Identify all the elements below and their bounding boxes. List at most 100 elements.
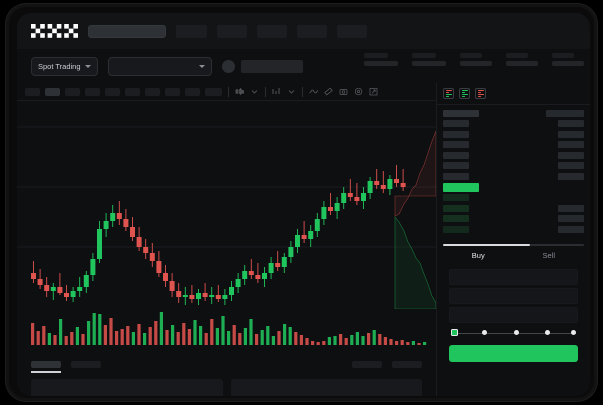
nav-item-6[interactable] — [337, 24, 367, 38]
settings-gear-icon[interactable] — [354, 87, 363, 96]
mode-selector[interactable]: Spot Trading — [31, 56, 98, 76]
orderbook-view-bids[interactable] — [459, 88, 470, 99]
slider-step-4[interactable] — [544, 330, 550, 336]
nav-item-1[interactable] — [88, 24, 166, 38]
order-form-fields — [443, 265, 584, 323]
tab-sell[interactable]: Sell — [542, 250, 555, 260]
camera-icon[interactable] — [339, 87, 348, 96]
amount-slider[interactable] — [451, 329, 576, 339]
bottom-panel-left — [31, 379, 223, 396]
timeframe-5[interactable] — [105, 87, 120, 96]
orderbook-ask-row-4[interactable] — [443, 151, 584, 159]
timeframe-9[interactable] — [185, 87, 200, 96]
bottom-panel-right — [230, 379, 422, 396]
chevron-down-icon — [198, 64, 205, 68]
stat-low-24h — [506, 53, 538, 66]
orderbook[interactable] — [437, 105, 590, 240]
orderbook-bid-row-3[interactable] — [443, 215, 584, 223]
trade-form: Buy Sell — [443, 244, 584, 362]
orderbook-ask-row-6-price — [443, 173, 469, 181]
orderbook-bid-row-3-qty — [558, 215, 584, 223]
order-total-field[interactable] — [449, 306, 578, 323]
tab-export[interactable] — [392, 360, 422, 368]
stat-volume-24h — [552, 53, 584, 66]
tab-open-orders[interactable] — [31, 360, 61, 373]
orderbook-view-asks[interactable] — [475, 88, 486, 99]
slider-step-3[interactable] — [513, 330, 519, 336]
orderbook-bid-row-1[interactable] — [443, 194, 584, 202]
orderbook-header-price — [443, 109, 479, 117]
nav-item-5[interactable] — [297, 24, 327, 38]
orderbook-ask-row-2[interactable] — [443, 130, 584, 138]
timeframe-3[interactable] — [65, 87, 80, 96]
orderbook-ask-row-5[interactable] — [443, 162, 584, 170]
timeframe-7[interactable] — [145, 87, 160, 96]
orderbook-header-qty — [546, 109, 584, 117]
okx-logo[interactable] — [31, 24, 78, 38]
stat-change-24h-value — [412, 61, 446, 66]
nav-item-3[interactable] — [217, 24, 247, 38]
slider-step-2[interactable] — [482, 330, 488, 336]
order-amount-field[interactable] — [449, 287, 578, 304]
timeframe-6[interactable] — [125, 87, 140, 96]
chevron-down-icon[interactable] — [250, 87, 259, 96]
orderbook-bid-row-2[interactable] — [443, 204, 584, 212]
nav-item-4[interactable] — [257, 24, 287, 38]
stat-last-price — [364, 53, 398, 66]
timeframe-2[interactable] — [45, 87, 60, 96]
order-price-field[interactable] — [449, 268, 578, 285]
fullscreen-icon[interactable] — [369, 87, 378, 96]
orderbook-ask-row-6[interactable] — [443, 173, 584, 181]
chevron-down-icon — [84, 64, 91, 68]
orderbook-current-price[interactable] — [443, 182, 584, 192]
slider-step-5[interactable] — [571, 330, 576, 336]
account-chip[interactable] — [221, 59, 303, 73]
toolbar-divider — [228, 86, 229, 97]
volume-chart — [17, 309, 436, 353]
orderbook-bid-row-4-qty — [558, 226, 584, 234]
timeframe-8[interactable] — [165, 87, 180, 96]
orderbook-view-both[interactable] — [443, 88, 454, 99]
orderbook-ask-row-5-qty — [558, 162, 584, 170]
ruler-icon[interactable] — [324, 87, 333, 96]
tab-buy[interactable]: Buy — [471, 250, 485, 260]
orderbook-bid-row-2-qty — [558, 204, 584, 212]
orderbook-ask-row-3-qty — [558, 141, 584, 149]
tab-order-history[interactable] — [71, 360, 101, 368]
price-chart[interactable] — [17, 101, 436, 309]
bottom-panels — [17, 379, 436, 396]
avatar — [221, 59, 235, 73]
chart-tools-group — [235, 86, 378, 97]
timeframe-more[interactable] — [205, 87, 222, 96]
timeframe-1[interactable] — [25, 87, 40, 96]
nav-item-2[interactable] — [176, 24, 207, 38]
volume-svg — [31, 312, 427, 345]
orderbook-ask-row-2-qty — [558, 130, 584, 138]
orderbook-ask-row-1[interactable] — [443, 120, 584, 128]
orderbook-bid-row-4[interactable] — [443, 226, 584, 234]
candlestick-svg — [17, 126, 436, 309]
orderbook-ask-row-4-price — [443, 151, 469, 159]
orderbook-bid-row-4-price — [443, 226, 469, 234]
bottom-tabs-right — [352, 360, 422, 368]
market-stats — [364, 53, 584, 66]
tab-filter[interactable] — [352, 360, 382, 368]
toolbar-divider — [265, 86, 266, 97]
submit-order-button[interactable] — [449, 344, 578, 362]
orderbook-ask-row-1-qty — [558, 120, 584, 128]
bottom-tabs — [17, 353, 436, 375]
buy-sell-indicator — [443, 244, 584, 246]
candles-icon[interactable] — [235, 87, 244, 96]
orderbook-bid-row-3-price — [443, 215, 469, 223]
slider-step-1[interactable] — [451, 329, 458, 337]
indicators-icon[interactable] — [272, 87, 281, 96]
chevron-down-icon[interactable] — [287, 87, 296, 96]
pair-selector[interactable] — [107, 56, 212, 76]
nav-items — [88, 24, 367, 38]
orderbook-bid-row-1-price — [443, 194, 469, 202]
line-chart-icon[interactable] — [309, 87, 318, 96]
timeframe-4[interactable] — [85, 87, 100, 96]
orderbook-ask-row-3[interactable] — [443, 141, 584, 149]
trading-subheader: Spot Trading — [17, 49, 590, 83]
orderbook-view-toggles — [437, 83, 590, 105]
